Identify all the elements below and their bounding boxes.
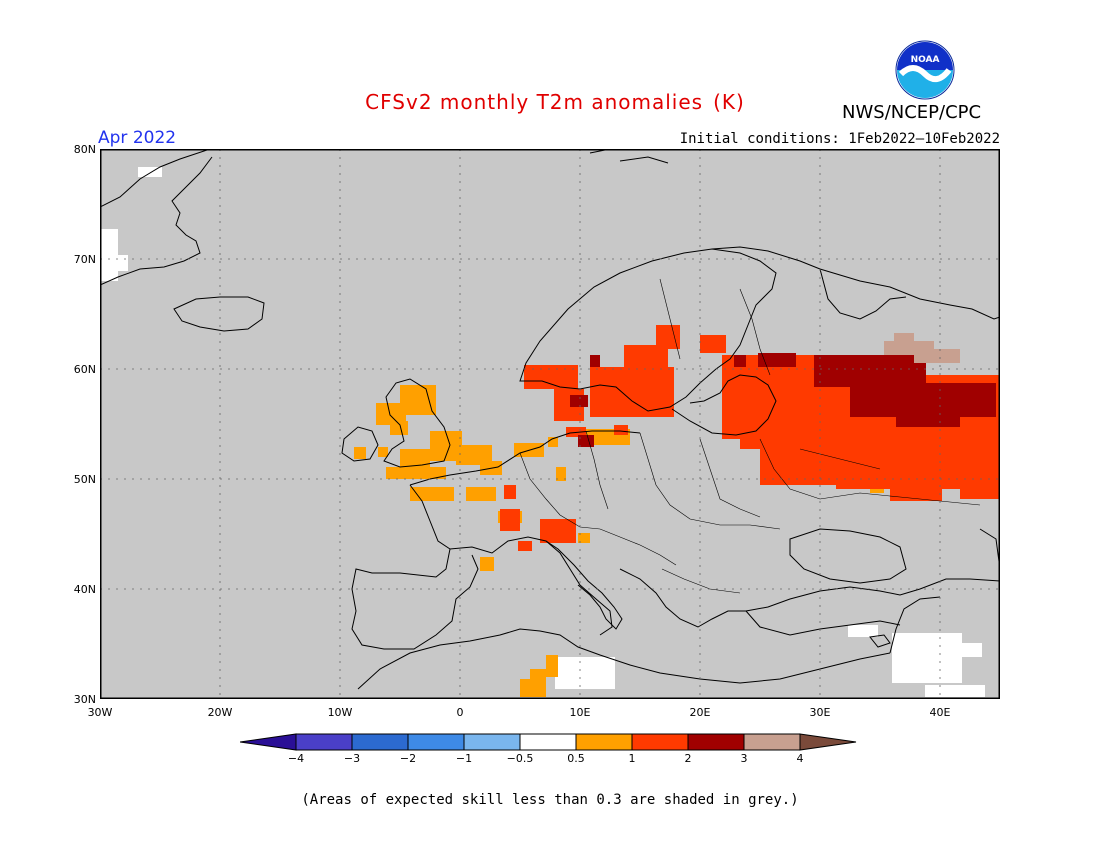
anomaly-3-4-cells xyxy=(884,333,960,363)
lon-label: 0 xyxy=(456,706,464,719)
colorbar-tick-label: 0.5 xyxy=(567,752,585,765)
organization-label: NWS/NCEP/CPC xyxy=(842,102,982,123)
neutral-anomaly-cells xyxy=(100,167,985,697)
lat-label: 70N xyxy=(73,253,96,266)
colorbar-tick-label: −1 xyxy=(455,752,473,765)
colorbar-segment xyxy=(687,733,745,751)
lat-label: 30N xyxy=(73,693,96,706)
lon-label: 30E xyxy=(809,706,831,719)
colorbar-tick-label: −3 xyxy=(343,752,361,765)
colorbar-tick-label: −0.5 xyxy=(506,752,534,765)
logo-text: NOAA xyxy=(911,55,940,65)
colorbar-tick-label: 2 xyxy=(684,752,692,765)
map-frame xyxy=(100,149,1000,699)
country-borders xyxy=(519,278,981,594)
colorbar-tick-label: −4 xyxy=(287,752,305,765)
lon-label: 30W xyxy=(87,706,113,719)
colorbar-segment xyxy=(743,733,801,751)
lon-label: 10E xyxy=(569,706,591,719)
lat-label: 40N xyxy=(73,583,96,596)
colorbar-segment xyxy=(799,733,857,751)
colorbar-segment xyxy=(463,733,521,751)
colorbar-tick-label: 3 xyxy=(740,752,748,765)
map-title: CFSv2 monthly T2m anomalies (K) xyxy=(0,90,1100,114)
colorbar-segment xyxy=(240,733,297,751)
colorbar-segment xyxy=(631,733,689,751)
forecast-period: Apr 2022 xyxy=(98,128,177,148)
colorbar-segment xyxy=(519,733,577,751)
skill-note: (Areas of expected skill less than 0.3 a… xyxy=(301,792,799,808)
colorbar-segment xyxy=(575,733,633,751)
lon-label: 20W xyxy=(207,706,233,719)
colorbar-segment xyxy=(351,733,409,751)
title-units: (K) xyxy=(713,90,745,114)
colorbar-segment xyxy=(295,733,353,751)
noaa-logo: NOAA xyxy=(895,40,955,100)
lon-label: 40E xyxy=(929,706,951,719)
colorbar-tick-label: −2 xyxy=(399,752,417,765)
lon-label: 10W xyxy=(327,706,353,719)
colorbar xyxy=(240,733,857,751)
anomaly-2-3-cells xyxy=(570,353,996,447)
lat-label: 50N xyxy=(73,473,96,486)
initial-conditions: Initial conditions: 1Feb2022–10Feb2022 xyxy=(679,131,1000,147)
graticule xyxy=(100,149,1000,699)
lon-label: 20E xyxy=(689,706,711,719)
colorbar-tick-label: 1 xyxy=(628,752,636,765)
anomaly-map xyxy=(100,149,1000,699)
title-text: CFSv2 monthly T2m anomalies xyxy=(365,90,704,114)
colorbar-segment xyxy=(407,733,465,751)
colorbar-tick-label: 4 xyxy=(796,752,804,765)
lat-label: 80N xyxy=(73,143,96,156)
lat-label: 60N xyxy=(73,363,96,376)
